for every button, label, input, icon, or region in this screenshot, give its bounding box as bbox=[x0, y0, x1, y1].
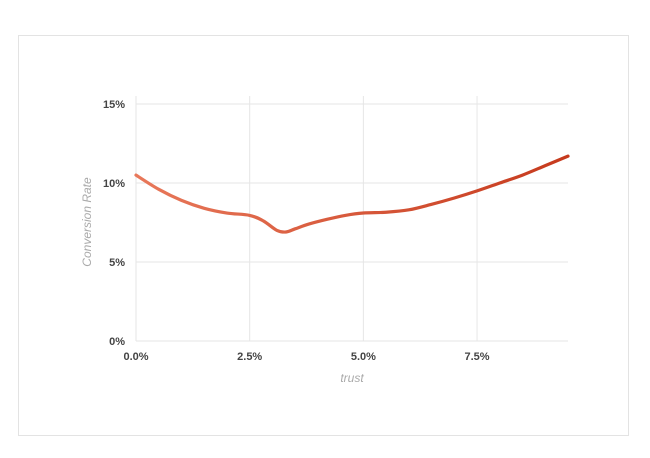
x-tick-label: 7.5% bbox=[465, 351, 490, 363]
grid bbox=[135, 96, 568, 342]
series-layer bbox=[134, 154, 570, 234]
y-tick-label: 5% bbox=[109, 257, 125, 269]
y-tick-label: 0% bbox=[109, 336, 125, 348]
x-tick-label: 0.0% bbox=[123, 351, 148, 363]
y-tick-label: 15% bbox=[103, 99, 125, 111]
tick-labels: 0% 5% 10% 15% 0.0% 2.5% 5.0% 7.5% bbox=[103, 99, 490, 363]
series-line bbox=[134, 154, 570, 234]
x-tick-label: 5.0% bbox=[351, 351, 376, 363]
y-tick-label: 10% bbox=[103, 178, 125, 190]
x-axis-title: trust bbox=[340, 371, 364, 385]
x-tick-label: 2.5% bbox=[237, 351, 262, 363]
y-axis-title: Conversion Rate bbox=[80, 177, 94, 267]
chart-card bbox=[18, 35, 629, 436]
